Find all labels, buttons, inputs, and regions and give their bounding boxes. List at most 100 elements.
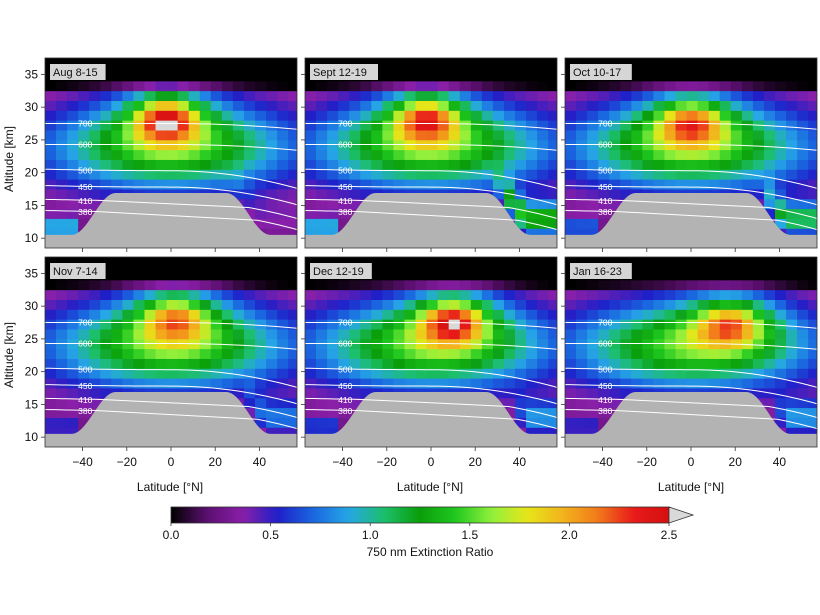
heatmap-cell xyxy=(775,110,787,121)
heatmap-cell xyxy=(221,299,234,310)
heatmap-cell xyxy=(382,149,394,160)
heatmap-cell xyxy=(393,149,405,160)
heatmap-cell xyxy=(786,61,798,72)
heatmap-cell xyxy=(349,257,361,261)
heatmap-cell xyxy=(415,348,427,359)
heatmap-cell xyxy=(548,149,557,160)
heatmap-cell xyxy=(503,179,516,190)
heatmap-cell xyxy=(56,348,68,359)
heatmap-cell xyxy=(277,388,289,399)
heatmap-cell xyxy=(426,309,439,320)
heatmap-cell xyxy=(470,90,483,101)
heatmap-cell xyxy=(67,257,79,261)
heatmap-cell xyxy=(653,179,665,190)
heatmap-cell xyxy=(210,378,223,389)
heatmap-cell xyxy=(415,289,427,300)
heatmap-cell xyxy=(448,110,461,121)
heatmap-cell xyxy=(56,198,68,210)
heatmap-cell xyxy=(620,110,632,121)
heatmap-cell xyxy=(797,309,809,320)
heatmap-cell xyxy=(576,80,588,92)
heatmap-cell xyxy=(188,348,201,359)
heatmap-cell xyxy=(266,139,278,151)
heatmap-cell xyxy=(675,179,687,190)
heatmap-cell xyxy=(609,130,621,141)
heatmap-cell xyxy=(133,289,145,300)
heatmap-cell xyxy=(708,368,721,379)
heatmap-cell xyxy=(144,270,156,281)
heatmap-cell xyxy=(587,338,599,350)
heatmap-cell xyxy=(786,208,798,219)
heatmap-cell xyxy=(565,407,577,418)
heatmap-cell xyxy=(349,169,361,180)
heatmap-cell xyxy=(503,58,516,62)
heatmap-cell xyxy=(89,169,101,180)
heatmap-cell xyxy=(305,218,317,229)
heatmap-cell xyxy=(481,120,494,131)
heatmap-cell xyxy=(437,100,450,111)
heatmap-cell xyxy=(255,407,267,418)
heatmap-cell xyxy=(686,257,699,261)
heatmap-cell xyxy=(537,159,549,170)
heatmap-cell xyxy=(327,208,339,219)
heatmap-cell xyxy=(122,270,134,281)
heatmap-cell xyxy=(210,120,223,131)
x-tick-label: −20 xyxy=(117,455,138,469)
contour-label-600: 600 xyxy=(338,139,352,149)
heatmap-cell xyxy=(266,257,278,261)
heatmap-cell xyxy=(470,299,483,310)
heatmap-cell xyxy=(481,289,494,300)
heatmap-cell xyxy=(56,149,68,160)
heatmap-cell xyxy=(686,358,699,369)
heatmap-cell xyxy=(609,279,621,291)
heatmap-cell xyxy=(243,179,256,190)
heatmap-cell xyxy=(188,289,201,300)
heatmap-cell xyxy=(775,208,787,219)
heatmap-cell xyxy=(775,61,787,72)
heatmap-cell xyxy=(609,299,621,310)
heatmap-cell xyxy=(360,378,372,389)
heatmap-cell xyxy=(393,257,405,261)
heatmap-cell xyxy=(221,257,234,261)
heatmap-cell xyxy=(122,179,134,190)
heatmap-cell xyxy=(45,319,57,330)
heatmap-cell xyxy=(565,110,577,121)
heatmap-cell xyxy=(393,110,405,121)
y-tick-label: 35 xyxy=(25,266,39,280)
heatmap-cell xyxy=(642,319,654,330)
heatmap-cell xyxy=(144,159,156,170)
heatmap-cell xyxy=(56,299,68,310)
heatmap-cell xyxy=(763,338,776,350)
heatmap-cell xyxy=(515,90,527,101)
heatmap-cell xyxy=(288,179,297,190)
heatmap-cell xyxy=(686,348,699,359)
heatmap-cell xyxy=(719,257,732,261)
colorbar-gradient xyxy=(170,506,670,524)
heatmap-cell xyxy=(448,270,461,281)
heatmap-cell xyxy=(305,329,317,340)
heatmap-cell xyxy=(515,319,527,330)
heatmap-cell xyxy=(642,80,654,92)
heatmap-cell xyxy=(316,218,328,229)
heatmap-cell xyxy=(349,319,361,330)
heatmap-cell xyxy=(675,120,687,131)
heatmap-cell xyxy=(404,257,416,261)
heatmap-cell xyxy=(404,289,416,300)
heatmap-cell xyxy=(404,279,416,291)
heatmap-cell xyxy=(288,169,297,180)
heatmap-cell xyxy=(686,260,699,271)
heatmap-cell xyxy=(415,358,427,369)
heatmap-cell xyxy=(503,279,516,291)
heatmap-cell xyxy=(111,338,123,350)
heatmap-cell xyxy=(609,388,621,399)
heatmap-cell xyxy=(288,100,297,111)
heatmap-cell xyxy=(808,179,817,190)
heatmap-cell xyxy=(631,149,643,160)
heatmap-cell xyxy=(277,260,289,271)
heatmap-cell xyxy=(67,110,79,121)
heatmap-cell xyxy=(111,260,123,271)
heatmap-cell xyxy=(371,368,383,379)
heatmap-cell xyxy=(481,338,494,350)
heatmap-cell xyxy=(730,257,743,261)
heatmap-cell xyxy=(327,257,339,261)
